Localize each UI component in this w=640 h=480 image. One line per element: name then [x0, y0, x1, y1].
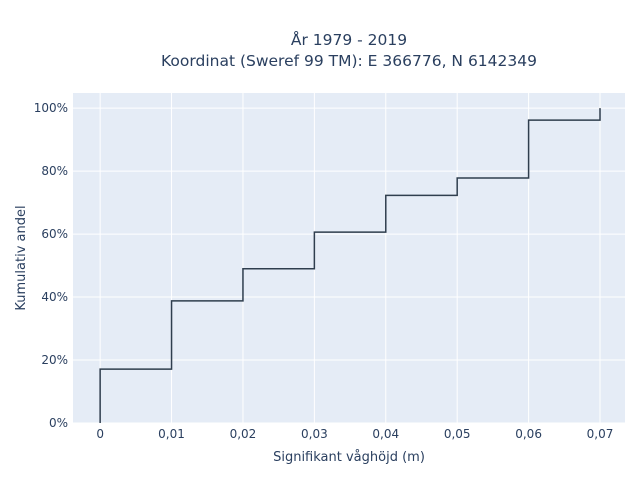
y-tick-label: 80% — [41, 164, 68, 178]
y-tick-label: 20% — [41, 353, 68, 367]
x-tick-label: 0,03 — [301, 427, 328, 441]
y-tick-label: 60% — [41, 227, 68, 241]
x-tick-label: 0,06 — [515, 427, 542, 441]
x-tick-label: 0,04 — [372, 427, 399, 441]
chart-title-line1: År 1979 - 2019 — [291, 30, 407, 49]
x-tick-label: 0,01 — [158, 427, 185, 441]
cdf-step-line — [99, 108, 601, 423]
x-tick-label: 0,02 — [230, 427, 257, 441]
chart-title-line2: Koordinat (Sweref 99 TM): E 366776, N 61… — [161, 52, 537, 70]
x-tick-label: 0 — [96, 427, 104, 441]
x-axis-title: Signifikant våghöjd (m) — [273, 450, 425, 465]
y-tick-label: 0% — [49, 416, 68, 430]
y-axis-title: Kumulativ andel — [14, 205, 29, 310]
plot-background — [73, 93, 625, 423]
x-tick-labels: 0 0,01 0,02 0,03 0,04 0,05 0,06 0,07 — [96, 427, 613, 441]
y-tick-labels: 0% 20% 40% 60% 80% 100% — [34, 101, 68, 430]
x-tick-label: 0,05 — [444, 427, 471, 441]
y-tick-label: 100% — [34, 101, 68, 115]
x-tick-label: 0,07 — [587, 427, 614, 441]
grid-layer — [73, 93, 625, 424]
series-layer — [99, 108, 601, 423]
y-tick-label: 40% — [41, 290, 68, 304]
